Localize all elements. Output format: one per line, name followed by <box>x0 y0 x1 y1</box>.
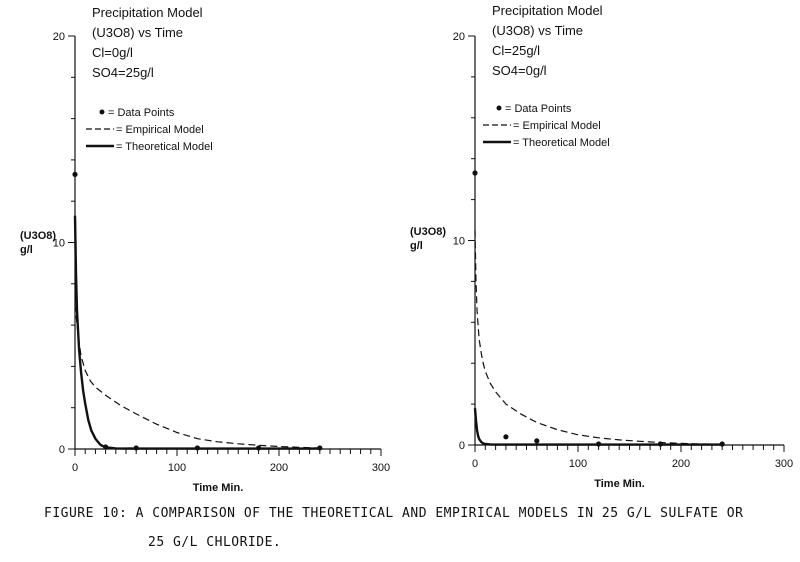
chart-title-line: Precipitation Model <box>492 3 603 18</box>
y-tick-label: 0 <box>459 440 465 452</box>
y-axis-label: g/l <box>410 240 423 252</box>
x-tick-label: 100 <box>168 462 186 474</box>
x-tick-label: 200 <box>270 462 288 474</box>
legend: = Data Points = Empirical Model = Theoreti… <box>483 103 610 149</box>
figure-caption-line-2: 25 G/L CHLORIDE. <box>148 535 282 550</box>
y-tick-label: 10 <box>453 236 465 248</box>
chart-title-line: Cl=25g/l <box>492 43 540 58</box>
x-tick-label: 300 <box>372 462 390 474</box>
chart-title-line: (U3O8) vs Time <box>92 25 183 40</box>
chart-title-line: SO4=25g/l <box>92 65 154 80</box>
y-axis-label: (U3O8) <box>20 230 56 242</box>
x-axis-label: Time Min. <box>594 478 645 490</box>
legend-entry-data-points: = Data Points <box>505 103 572 115</box>
data-point <box>472 170 478 176</box>
legend-marker-dot <box>496 105 502 111</box>
chart-title-line: (U3O8) vs Time <box>492 23 583 38</box>
series-line-theoretical <box>473 408 723 446</box>
chart-panel-1: Precipitation Model (U3O8) vs Time Cl=0g/l… <box>20 5 390 494</box>
y-axis-label: (U3O8) <box>410 226 446 238</box>
y-tick-label: 0 <box>59 444 65 456</box>
y-tick-label: 10 <box>53 238 65 250</box>
x-tick-label: 200 <box>672 458 690 470</box>
x-tick-label: 300 <box>775 458 793 470</box>
y-axis-label: g/l <box>20 244 33 256</box>
chart-title-line: SO4=0g/l <box>492 63 547 78</box>
legend-entry-data-points: = Data Points <box>108 107 175 119</box>
chart-title-line: Precipitation Model <box>92 5 203 20</box>
data-point <box>534 438 540 444</box>
legend-entry-theoretical: = Theoretical Model <box>513 137 610 149</box>
data-point <box>503 434 509 440</box>
legend-entry-theoretical: = Theoretical Model <box>116 141 213 153</box>
x-axis-label: Time Min. <box>193 482 244 494</box>
chart-title-line: Cl=0g/l <box>92 45 133 60</box>
x-tick-label: 100 <box>569 458 587 470</box>
legend-entry-empirical: = Empirical Model <box>116 124 204 136</box>
legend: = Data Points = Empirical Model = Theoreti… <box>86 107 213 153</box>
legend-marker-dot <box>99 109 105 115</box>
chart-panel-2: Precipitation Model (U3O8) vs Time Cl=25g/… <box>410 3 793 490</box>
legend-entry-empirical: = Empirical Model <box>513 120 601 132</box>
series-line-empirical <box>74 304 320 449</box>
figure-caption-line-1: FIGURE 10: A COMPARISON OF THE THEORETIC… <box>44 506 744 521</box>
x-tick-label: 0 <box>472 458 478 470</box>
series-line-theoretical <box>73 215 320 450</box>
x-tick-label: 0 <box>72 462 78 474</box>
y-tick-label: 20 <box>453 31 465 43</box>
data-point <box>72 171 78 177</box>
y-tick-label: 20 <box>53 31 65 43</box>
series-line-empirical <box>474 230 723 445</box>
